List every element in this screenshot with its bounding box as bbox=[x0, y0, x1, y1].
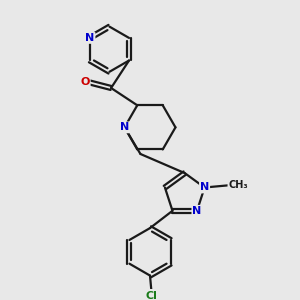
Text: N: N bbox=[192, 206, 202, 216]
Text: Cl: Cl bbox=[146, 291, 158, 300]
Text: O: O bbox=[80, 76, 90, 87]
Text: N: N bbox=[120, 122, 129, 132]
Text: CH₃: CH₃ bbox=[228, 180, 248, 190]
Text: N: N bbox=[200, 182, 209, 193]
Text: N: N bbox=[85, 33, 94, 43]
